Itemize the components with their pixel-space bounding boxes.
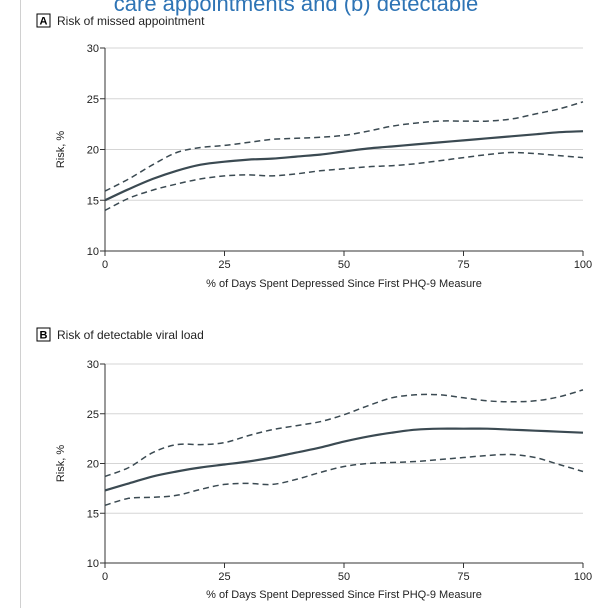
x-tick-label: 100	[574, 259, 592, 271]
x-tick-label: 100	[574, 571, 592, 583]
panel-letter: A	[40, 16, 48, 28]
y-tick-label: 15	[87, 508, 99, 520]
y-tick-label: 30	[87, 43, 99, 55]
series-line-upper	[104, 389, 584, 478]
y-axis-label: Risk, %	[55, 445, 67, 483]
x-tick-label: 75	[457, 259, 469, 271]
x-axis-label: % of Days Spent Depressed Since First PH…	[206, 589, 482, 601]
x-axis-label: % of Days Spent Depressed Since First PH…	[206, 278, 482, 290]
series-line-estimate	[104, 130, 584, 202]
y-tick-label: 20	[87, 459, 99, 471]
series-line-estimate	[104, 427, 584, 492]
x-tick-label: 50	[338, 571, 350, 583]
page-edge-line	[20, 0, 21, 608]
y-tick-label: 15	[87, 195, 99, 207]
x-tick-label: 50	[338, 259, 350, 271]
y-axis-label: Risk, %	[55, 131, 67, 169]
y-tick-label: 10	[87, 558, 99, 570]
x-tick-label: 0	[102, 571, 108, 583]
x-tick-label: 0	[102, 259, 108, 271]
panel-letter: B	[40, 330, 48, 342]
y-tick-label: 10	[87, 246, 99, 258]
series-line-lower	[104, 453, 584, 507]
caption-fragment: care appointments and (b) detectable	[113, 0, 479, 16]
panel-title: Risk of detectable viral load	[57, 328, 204, 342]
x-tick-label: 75	[457, 571, 469, 583]
panel-title: Risk of missed appointment	[57, 14, 205, 28]
series-line-upper	[104, 101, 584, 192]
y-tick-label: 30	[87, 359, 99, 371]
x-tick-label: 25	[218, 259, 230, 271]
y-tick-label: 20	[87, 145, 99, 157]
x-tick-label: 25	[218, 571, 230, 583]
y-tick-label: 25	[87, 409, 99, 421]
series-line-lower	[104, 151, 584, 212]
panel-letter-box	[36, 13, 51, 28]
y-tick-label: 25	[87, 94, 99, 106]
panel-letter-box	[36, 327, 51, 342]
